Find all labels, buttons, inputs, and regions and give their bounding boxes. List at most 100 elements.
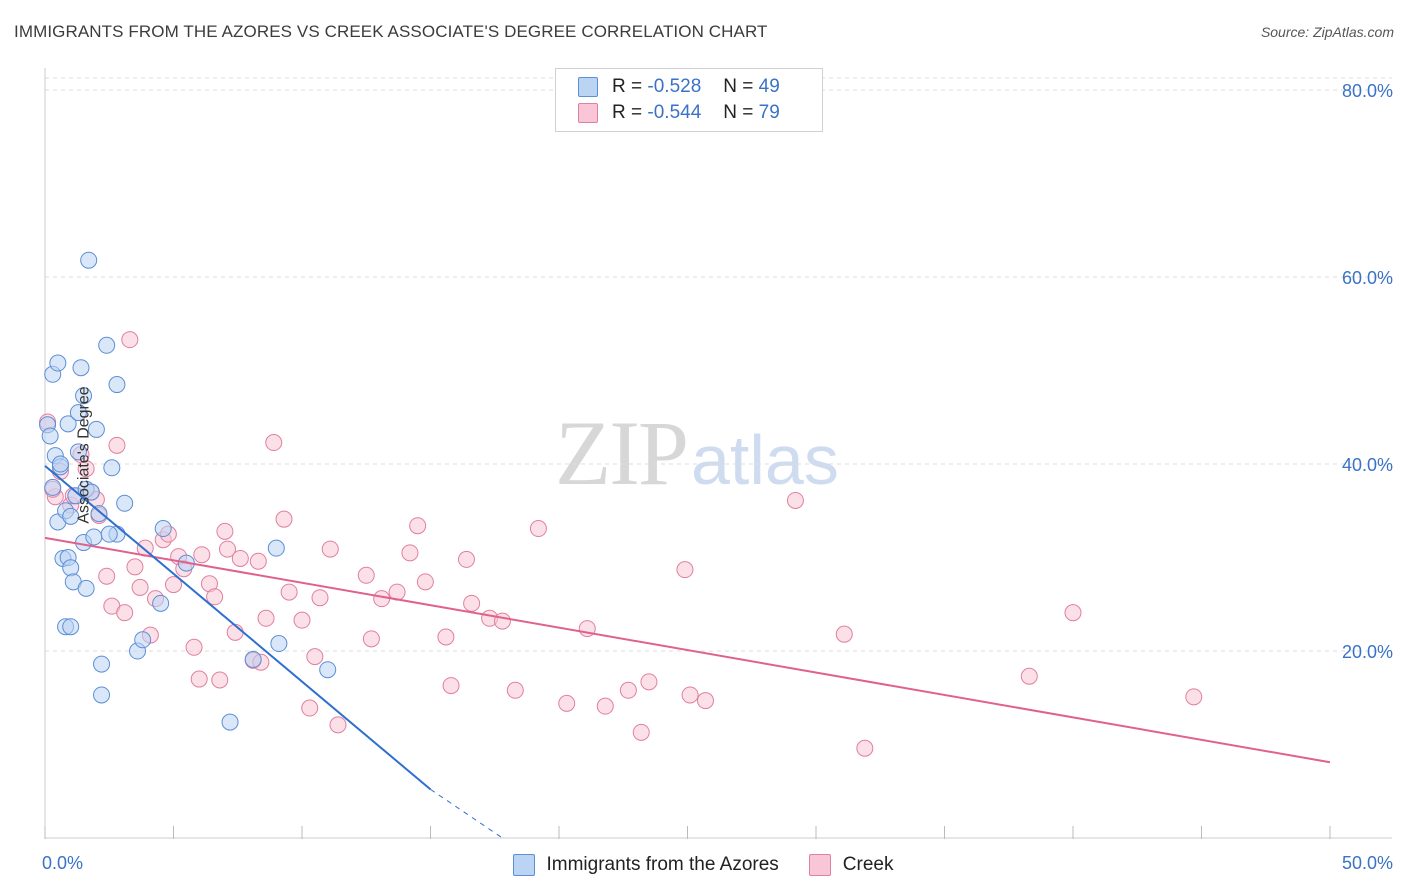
creek-swatch xyxy=(808,854,831,876)
azores-point xyxy=(244,650,262,668)
azores-point xyxy=(80,251,98,269)
creek-point xyxy=(416,573,434,591)
x-tick-label: 50.0% xyxy=(1342,853,1393,873)
creek-trend-line xyxy=(44,536,1331,764)
creek-point xyxy=(77,460,95,478)
creek-points xyxy=(39,331,1203,757)
azores-point xyxy=(62,559,80,577)
creek-point xyxy=(329,716,347,734)
azores-swatch xyxy=(512,854,535,876)
creek-point xyxy=(193,546,211,564)
creek-point xyxy=(835,625,853,643)
azores-point xyxy=(77,579,95,597)
creek-point xyxy=(409,517,427,535)
correlation-legend: R = -0.528 N = 49 R = -0.544 N = 79 xyxy=(555,68,823,132)
azores-point xyxy=(51,455,69,473)
azores-point xyxy=(154,520,172,538)
creek-point xyxy=(1185,688,1203,706)
y-tick-label: 20.0% xyxy=(1342,642,1393,662)
azores-point xyxy=(319,661,337,679)
creek-point xyxy=(218,540,236,558)
creek-point xyxy=(121,331,139,349)
creek-point xyxy=(632,723,650,741)
y-axis-label: Associate's Degree xyxy=(75,386,93,524)
creek-point xyxy=(211,671,229,689)
azores-point xyxy=(100,525,118,543)
legend-row-creek: R = -0.544 N = 79 xyxy=(578,101,780,125)
tick-labels: 20.0% 40.0% 60.0% 80.0% 0.0% 50.0% xyxy=(42,81,1393,873)
creek-swatch xyxy=(578,103,598,123)
watermark: ZIP atlas xyxy=(555,400,839,506)
grid-lines xyxy=(45,77,1392,652)
source-credit: Source: ZipAtlas.com xyxy=(1260,24,1394,40)
azores-point xyxy=(270,635,288,653)
azores-trend-extension xyxy=(430,788,503,839)
r-label: R = xyxy=(612,76,643,97)
creek-point xyxy=(131,578,149,596)
legend-item-creek: Creek xyxy=(808,854,893,876)
azores-point xyxy=(93,655,111,673)
creek-point xyxy=(231,549,249,567)
azores-point xyxy=(90,505,108,523)
trend-lines xyxy=(44,465,1331,839)
creek-point xyxy=(463,594,481,612)
azores-point xyxy=(103,459,121,477)
y-tick-label: 80.0% xyxy=(1342,81,1393,101)
creek-point xyxy=(1064,604,1082,622)
creek-point xyxy=(311,589,329,607)
r-label: R = xyxy=(612,102,643,123)
watermark-zip: ZIP xyxy=(555,402,689,504)
creek-point xyxy=(206,588,224,606)
creek-point xyxy=(640,673,658,691)
creek-point xyxy=(558,694,576,712)
creek-point xyxy=(216,522,234,540)
creek-point xyxy=(437,628,455,646)
azores-point xyxy=(75,387,93,405)
legend-item-azores: Immigrants from the Azores xyxy=(512,854,779,876)
creek-point xyxy=(265,434,283,452)
azores-point xyxy=(69,404,87,422)
azores-point xyxy=(62,618,80,636)
x-tick-label: 0.0% xyxy=(42,853,83,873)
creek-point xyxy=(401,544,419,562)
creek-point xyxy=(357,566,375,584)
n-label: N = xyxy=(723,76,754,97)
azores-point xyxy=(152,594,170,612)
creek-point xyxy=(126,558,144,576)
azores-point xyxy=(69,443,87,461)
chart-title: IMMIGRANTS FROM THE AZORES VS CREEK ASSO… xyxy=(14,22,768,41)
watermark-atlas: atlas xyxy=(691,421,839,499)
azores-point xyxy=(87,420,105,438)
creek-point xyxy=(457,550,475,568)
azores-point xyxy=(44,478,62,496)
creek-point xyxy=(506,681,524,699)
series-legend: Immigrants from the Azores Creek xyxy=(0,852,1406,878)
n-value: 49 xyxy=(758,76,780,97)
azores-swatch xyxy=(578,77,598,97)
n-label: N = xyxy=(723,102,754,123)
creek-point xyxy=(116,604,134,622)
creek-point xyxy=(293,611,311,629)
creek-point xyxy=(362,630,380,648)
n-value: 79 xyxy=(758,102,780,123)
creek-point xyxy=(786,491,804,509)
azores-trend-line xyxy=(44,465,432,791)
creek-point xyxy=(249,552,267,570)
azores-point xyxy=(85,528,103,546)
creek-point xyxy=(108,436,126,454)
azores-point xyxy=(221,713,239,731)
creek-point xyxy=(619,681,637,699)
creek-point xyxy=(98,567,116,585)
azores-point xyxy=(108,376,126,394)
r-value: -0.544 xyxy=(647,102,702,123)
creek-point xyxy=(442,677,460,695)
creek-point xyxy=(321,540,339,558)
r-value: -0.528 xyxy=(647,76,702,97)
azores-point xyxy=(59,415,77,433)
creek-point xyxy=(275,510,293,528)
azores-point xyxy=(62,507,80,525)
creek-point xyxy=(280,583,298,601)
azores-points xyxy=(39,251,337,731)
creek-point xyxy=(306,648,324,666)
azores-point xyxy=(41,427,59,445)
